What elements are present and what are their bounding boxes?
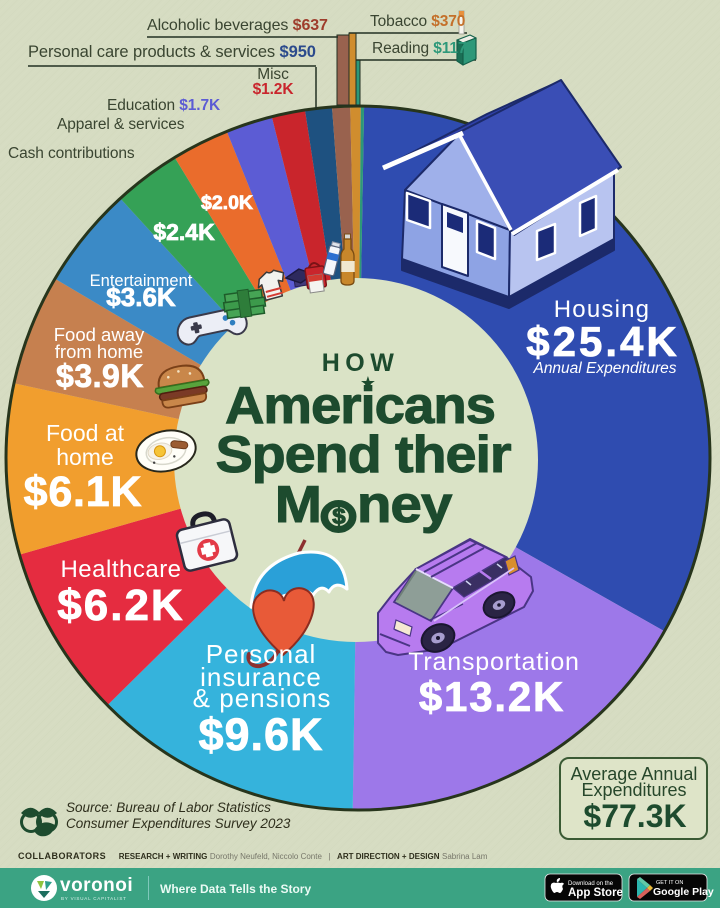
svg-text:Google Play: Google Play (653, 886, 714, 898)
svg-text:GET IT ON: GET IT ON (656, 880, 683, 886)
svg-text:Download on the: Download on the (568, 881, 614, 887)
svg-text:App Store: App Store (568, 887, 623, 899)
